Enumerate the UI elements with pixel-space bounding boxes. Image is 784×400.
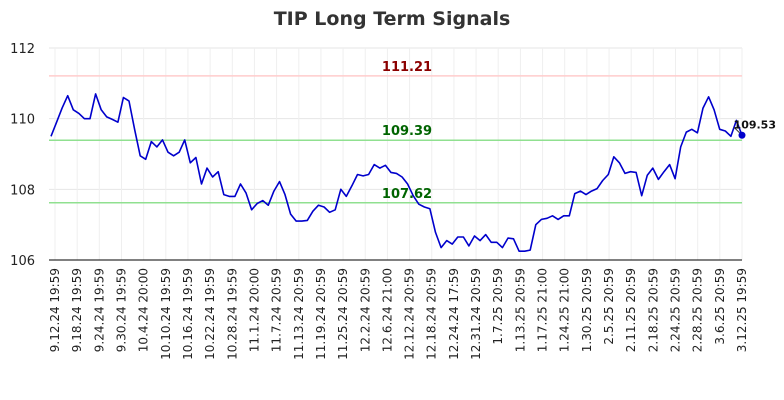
x-tick-label: 9.30.24 19:59: [114, 268, 128, 352]
y-tick-label: 108: [10, 183, 35, 198]
x-tick-label: 3.6.25 20:59: [713, 268, 727, 345]
x-tick-label: 1.17.25 21:00: [536, 268, 550, 352]
last-point-marker: [738, 131, 746, 139]
x-tick-label: 11.7.24 20:59: [270, 268, 284, 352]
x-tick-label: 12.31.24 20:59: [469, 268, 483, 360]
x-tick-label: 10.4.24 20:00: [137, 268, 151, 352]
x-tick-label: 11.19.24 20:59: [314, 268, 328, 360]
x-tick-label: 2.24.25 20:59: [669, 268, 683, 352]
x-tick-label: 12.18.24 20:59: [425, 268, 439, 360]
x-tick-label: 1.30.25 20:59: [580, 268, 594, 352]
x-tick-label: 11.25.24 20:59: [336, 268, 350, 360]
x-tick-label: 9.18.24 19:59: [70, 268, 84, 352]
y-tick-label: 112: [10, 42, 35, 57]
x-tick-label: 9.12.24 19:59: [48, 268, 62, 352]
x-tick-label: 3.12.25 19:59: [735, 268, 749, 352]
x-tick-label: 12.24.24 17:59: [447, 268, 461, 360]
signal-line-label: 109.39: [382, 124, 432, 139]
signal-line-label: 107.62: [382, 187, 432, 202]
x-tick-label: 1.7.25 20:59: [491, 268, 505, 345]
x-tick-label: 10.10.24 19:59: [159, 268, 173, 360]
x-tick-label: 12.12.24 20:59: [403, 268, 417, 360]
x-tick-label: 11.13.24 20:59: [292, 268, 306, 360]
x-tick-label: 12.6.24 21:00: [380, 268, 394, 352]
x-tick-label: 10.16.24 19:59: [181, 268, 195, 360]
y-tick-label: 110: [10, 113, 35, 128]
x-tick-label: 12.2.24 20:59: [358, 268, 372, 352]
x-tick-label: 9.24.24 19:59: [92, 268, 106, 352]
x-tick-label: 1.24.25 21:00: [558, 268, 572, 352]
x-tick-label: 10.22.24 19:59: [203, 268, 217, 360]
y-axis: 106 108 110 112: [10, 42, 35, 269]
grid: [49, 47, 743, 261]
x-tick-label: 11.1.24 20:00: [247, 268, 261, 352]
x-tick-label: 2.28.25 20:59: [691, 268, 705, 352]
x-tick-label: 2.18.25 20:59: [646, 268, 660, 352]
series: [50, 93, 743, 252]
x-tick-label: 10.28.24 19:59: [225, 268, 239, 360]
x-axis: 9.12.24 19:59 9.18.24 19:59 9.24.24 19:59 9…: [48, 268, 749, 360]
signal-line-label: 111.21: [382, 60, 432, 75]
x-tick-label: 1.13.25 20:59: [513, 268, 527, 352]
chart-title: TIP Long Term Signals: [274, 8, 511, 30]
x-tick-label: 2.5.25 20:59: [602, 268, 616, 345]
signal-lines: 111.21 109.39 107.62: [49, 60, 742, 204]
y-tick-label: 106: [10, 254, 35, 269]
x-tick-label: 2.11.25 20:59: [624, 268, 638, 352]
last-value-label: 109.53: [734, 118, 776, 131]
price-line: [50, 93, 743, 252]
last-point-group: 109.53: [734, 118, 776, 139]
